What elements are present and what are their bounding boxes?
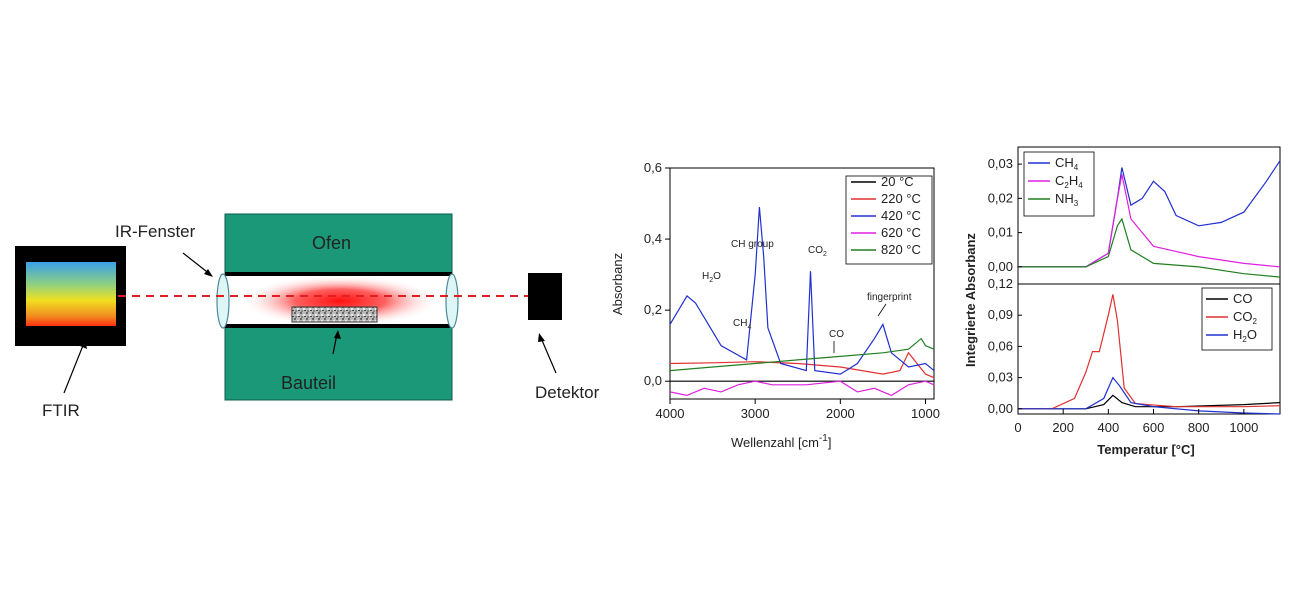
absorbance-legend-label: CH4 — [1055, 155, 1079, 172]
spectra-chart: 4000 3000 2000 1000 0,0 0,2 0,4 0,6 Absorbanz W… — [610, 160, 940, 450]
spectra-legend-label: 420 °C — [881, 208, 921, 223]
spectra-x-tick-label: 4000 — [656, 406, 685, 421]
spectra-x-label: Wellenzahl [cm-1] — [731, 433, 831, 450]
annotation-ch-group: CH group — [731, 239, 774, 250]
detector-arrow — [540, 337, 557, 374]
tube-wall-top — [225, 272, 452, 276]
absorbance-x-tick-label: 200 — [1052, 420, 1074, 435]
part-label: Bauteil — [281, 373, 336, 393]
annotation-fingerprint: fingerprint — [867, 292, 912, 303]
spectra-y-label: Absorbanz — [610, 253, 625, 315]
absorbance-legend-label: H2O — [1233, 327, 1257, 344]
annotation-co: CO — [829, 329, 844, 340]
spectra-series-820-c — [669, 337, 935, 372]
detector-label: Detektor — [535, 383, 600, 402]
ftir-arrow — [63, 342, 85, 394]
annotation-h2o: H2O — [702, 271, 721, 284]
absorbance-series-nh3 — [1018, 217, 1281, 278]
absorbance-y-tick-label: 0,00 — [988, 259, 1013, 274]
spectra-legend-items: 20 °C 220 °C 420 °C 620 °C 820 °C — [851, 174, 921, 257]
absorbance-series-co — [1018, 394, 1281, 410]
spectra-y-tick-label: 0,2 — [644, 302, 662, 317]
spectra-x-tick-label: 3000 — [741, 406, 770, 421]
oven-label: Ofen — [312, 233, 351, 253]
spectra-series-420-c — [669, 207, 935, 375]
spectra-series-group — [669, 207, 935, 397]
absorbance-y-tick-label: 0,01 — [988, 225, 1013, 240]
annotation-ch4: CH4 — [733, 318, 751, 331]
absorbance-y-tick-label: 0,02 — [988, 190, 1013, 205]
spectra-plot-frame — [669, 167, 935, 400]
spectra-series-620-c — [669, 380, 935, 397]
spectra-x-tick-label: 2000 — [826, 406, 855, 421]
absorbance-x-tick-label: 1000 — [1229, 420, 1258, 435]
window-arrowhead — [204, 269, 213, 277]
spectra-legend-label: 20 °C — [881, 174, 914, 189]
detector-arrowhead — [538, 333, 545, 342]
absorbance-ticks-group: 0,00 0,01 0,02 0,03 0,00 0,03 0,06 0,09 0,12 0 200… — [988, 156, 1259, 435]
absorbance-legend-label: NH3 — [1055, 191, 1079, 208]
ir-window-right — [445, 273, 459, 329]
absorbance-y-tick-label: 0,09 — [988, 307, 1013, 322]
absorbance-chart: 0,00 0,01 0,02 0,03 0,00 0,03 0,06 0,09 0,12 0 200… — [963, 146, 1281, 457]
absorbance-x-tick-label: 400 — [1097, 420, 1119, 435]
part-arrowhead — [334, 330, 341, 339]
absorbance-y-tick-label: 0,12 — [988, 276, 1013, 291]
absorbance-y-label: Integrierte Absorbanz — [963, 233, 978, 367]
spectra-legend-label: 620 °C — [881, 225, 921, 240]
setup-schematic: IR-Fenster Ofen Bauteil FTIR Detektor — [15, 213, 600, 420]
absorbance-x-tick-label: 600 — [1143, 420, 1165, 435]
spectra-series-220-c — [669, 351, 935, 379]
ftir-arrowhead — [80, 339, 87, 349]
absorbance-legend-label: C2H4 — [1055, 173, 1083, 190]
tube-wall-bottom — [225, 324, 452, 328]
annotation-fingerprint-arrow — [877, 303, 887, 317]
absorbance-y-tick-label: 0,03 — [988, 370, 1013, 385]
absorbance-x-tick-label: 800 — [1188, 420, 1210, 435]
absorbance-series-co2 — [1018, 294, 1281, 410]
spectra-legend-label: 220 °C — [881, 191, 921, 206]
detector-box — [528, 273, 562, 320]
spectra-y-tick-label: 0,6 — [644, 160, 662, 175]
spectra-ticks-group: 4000 3000 2000 1000 0,0 0,2 0,4 0,6 — [644, 160, 940, 421]
ftir-label: FTIR — [42, 401, 80, 420]
absorbance-x-label: Temperatur [°C] — [1097, 442, 1194, 457]
absorbance-x-tick-label: 0 — [1014, 420, 1021, 435]
absorbance-legend-label: CO — [1233, 291, 1253, 306]
spectra-legend-label: 820 °C — [881, 242, 921, 257]
absorbance-series-h2o — [1018, 376, 1281, 415]
absorbance-series-c2h4 — [1018, 174, 1281, 268]
spectra-y-tick-label: 0,4 — [644, 231, 662, 246]
sample-part — [291, 306, 378, 323]
absorbance-series-group — [1018, 160, 1281, 415]
absorbance-y-tick-label: 0,00 — [988, 401, 1013, 416]
absorbance-y-tick-label: 0,03 — [988, 156, 1013, 171]
window-label: IR-Fenster — [115, 222, 196, 241]
ir-window-left — [216, 273, 230, 329]
spectra-y-tick-label: 0,0 — [644, 373, 662, 388]
absorbance-legend-label: CO2 — [1233, 309, 1258, 326]
ftir-source-gradient — [26, 262, 116, 326]
annotation-co2: CO2 — [808, 245, 827, 258]
absorbance-y-tick-label: 0,06 — [988, 338, 1013, 353]
absorbance-bottom-frame — [1017, 283, 1281, 415]
spectra-x-tick-label: 1000 — [911, 406, 940, 421]
